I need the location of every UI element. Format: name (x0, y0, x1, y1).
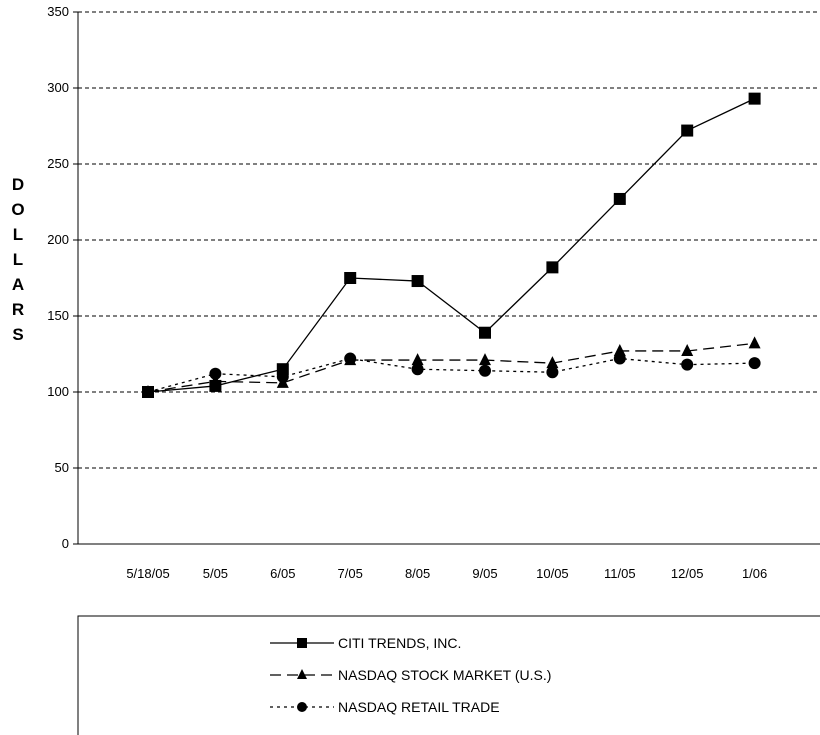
series-0 (142, 92, 761, 398)
data-point-triangle (411, 353, 424, 366)
x-tick-label: 10/05 (536, 566, 569, 581)
gridlines (78, 11, 820, 469)
data-point-triangle (748, 336, 761, 349)
x-tick-label: 11/05 (604, 566, 636, 581)
data-point-circle (344, 352, 357, 365)
y-axis-label-letter: A (12, 275, 24, 294)
y-axis-label-letter: S (12, 325, 23, 344)
data-point-circle (479, 364, 491, 377)
data-point-triangle (297, 669, 307, 679)
data-point-circle (276, 370, 289, 383)
y-tick-label: 250 (47, 156, 69, 171)
series-line (147, 357, 755, 393)
data-point-circle (209, 367, 222, 380)
data-point-triangle (613, 343, 626, 356)
y-tick-label: 100 (47, 384, 69, 399)
x-tick-label: 7/05 (338, 566, 363, 581)
x-tick-label: 5/18/05 (126, 566, 169, 581)
data-point-triangle (209, 374, 222, 387)
data-point-circle (748, 357, 761, 370)
y-tick-labels: 0 50 100 150 200 250 300 350 (47, 4, 69, 551)
series-group (142, 92, 761, 398)
data-point-square (546, 261, 559, 274)
data-point-square (344, 272, 357, 284)
data-point-circle (142, 386, 154, 398)
data-point-square (479, 326, 491, 339)
y-axis-label-letter: L (13, 250, 23, 269)
data-point-triangle (546, 356, 559, 369)
y-tick-label: 350 (47, 4, 69, 19)
series-line (147, 98, 755, 393)
data-point-circle (546, 366, 559, 379)
axes (73, 11, 820, 545)
y-axis-label-letter: O (11, 200, 24, 219)
data-point-square (748, 92, 761, 105)
data-point-triangle (681, 343, 694, 356)
y-tick-label: 300 (47, 80, 69, 95)
data-point-circle (681, 358, 694, 371)
y-tick-label: 150 (47, 308, 69, 323)
legend-box (77, 615, 820, 735)
y-tick-label: 200 (47, 232, 69, 247)
data-point-circle (411, 363, 424, 376)
series-line (147, 342, 755, 393)
data-point-square (681, 124, 694, 137)
y-axis-label-letter: L (13, 225, 23, 244)
legend-label: NASDAQ RETAIL TRADE (338, 699, 500, 715)
x-tick-label: 12/05 (671, 566, 704, 581)
x-tick-label: 1/06 (742, 566, 767, 581)
legend: CITI TRENDS, INC. NASDAQ STOCK MARKET (U.… (77, 615, 820, 735)
data-point-square (411, 275, 424, 288)
y-tick-label: 50 (55, 460, 69, 475)
series-2 (142, 352, 761, 398)
y-axis-label-letter: D (12, 175, 24, 194)
data-point-circle (613, 352, 626, 365)
y-tick-label: 0 (62, 536, 69, 551)
y-axis-label-letter: R (12, 300, 24, 319)
x-tick-label: 5/05 (203, 566, 228, 581)
data-point-square (297, 638, 307, 648)
x-tick-label: 8/05 (405, 566, 430, 581)
data-point-circle (297, 702, 307, 712)
x-tick-labels: 5/18/05 5/05 6/05 7/05 8/05 9/05 10/05 11/05 12/… (126, 566, 767, 581)
x-tick-label: 9/05 (472, 566, 497, 581)
legend-label: CITI TRENDS, INC. (338, 635, 461, 651)
data-point-square (613, 192, 626, 205)
series-1 (142, 336, 761, 397)
x-tick-label: 6/05 (270, 566, 295, 581)
data-point-triangle (479, 353, 491, 366)
legend-label: NASDAQ STOCK MARKET (U.S.) (338, 667, 551, 683)
